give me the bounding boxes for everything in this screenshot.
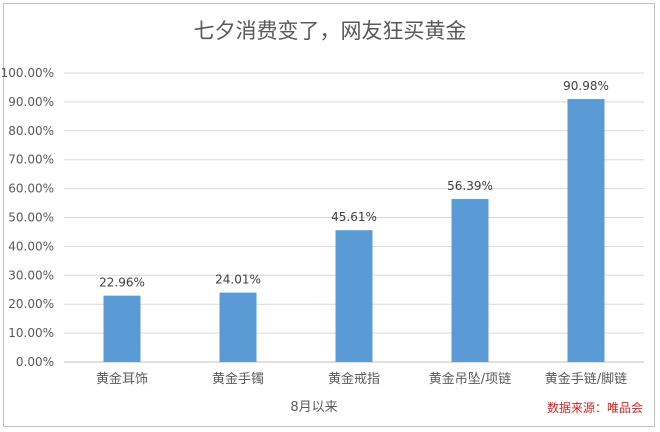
- data-label: 90.98%: [563, 79, 609, 93]
- y-tick-label: 50.00%: [8, 211, 54, 225]
- data-label: 45.61%: [331, 210, 377, 224]
- bar: [567, 99, 605, 362]
- bar: [219, 292, 257, 362]
- y-tick-label: 100.00%: [1, 66, 54, 80]
- chart-title: 七夕消费变了，网友狂买黄金: [194, 19, 467, 43]
- y-tick-label: 40.00%: [8, 239, 54, 253]
- y-tick-label: 70.00%: [8, 153, 54, 167]
- y-axis-ticks: 0.00% 10.00% 20.00% 30.00% 40.00% 50.00% 60.00…: [1, 66, 54, 369]
- x-axis-label: 8月以来: [290, 400, 337, 415]
- bar: [335, 230, 373, 362]
- y-tick-label: 0.00%: [16, 355, 54, 369]
- y-tick-label: 80.00%: [8, 124, 54, 138]
- x-category-label: 黄金戒指: [328, 371, 380, 387]
- source-note: 数据来源：唯品会: [547, 400, 643, 415]
- data-label: 24.01%: [215, 273, 261, 287]
- x-category-label: 黄金耳饰: [96, 371, 148, 387]
- y-tick-label: 10.00%: [8, 326, 54, 340]
- x-category-label: 黄金吊坠/项链: [429, 371, 511, 387]
- data-labels: 22.96% 24.01% 45.61% 56.39% 90.98%: [99, 79, 609, 290]
- x-category-label: 黄金手镯: [212, 371, 264, 387]
- y-tick-label: 30.00%: [8, 268, 54, 282]
- data-label: 56.39%: [447, 179, 493, 193]
- bar: [451, 199, 489, 362]
- y-tick-label: 60.00%: [8, 182, 54, 196]
- bar: [103, 295, 141, 362]
- gridlines: [64, 72, 644, 363]
- bars: [103, 99, 605, 362]
- y-tick-label: 90.00%: [8, 95, 54, 109]
- x-axis-categories: 黄金耳饰 黄金手镯 黄金戒指 黄金吊坠/项链 黄金手链/脚链: [96, 371, 627, 387]
- data-label: 22.96%: [99, 276, 145, 290]
- y-tick-label: 20.00%: [8, 297, 54, 311]
- x-category-label: 黄金手链/脚链: [545, 371, 627, 387]
